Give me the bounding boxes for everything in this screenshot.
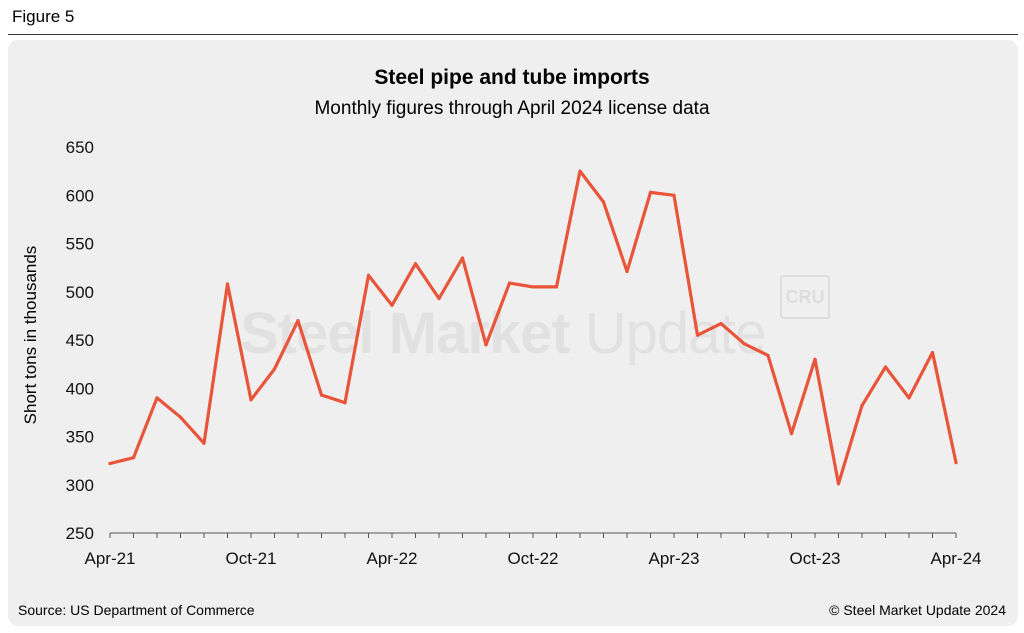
data-point	[695, 333, 700, 337]
data-point	[343, 401, 347, 405]
data-point	[742, 342, 747, 346]
data-point	[225, 282, 230, 286]
figure-label: Figure 5	[12, 7, 75, 26]
data-point	[390, 303, 394, 307]
copyright-note: © Steel Market Update 2024	[829, 602, 1006, 618]
data-point	[907, 396, 911, 400]
data-point	[437, 296, 441, 301]
source-note: Source: US Department of Commerce	[18, 602, 255, 618]
watermark-text-light: Update	[584, 301, 767, 366]
data-point	[672, 193, 676, 197]
data-point	[860, 404, 864, 408]
data-point	[366, 273, 371, 277]
watermark-text-bold: Steel Market	[240, 301, 571, 366]
x-tick-label: Apr-21	[84, 549, 135, 568]
data-point	[648, 190, 653, 194]
y-tick-label: 350	[66, 428, 94, 447]
x-tick-label: Oct-23	[789, 549, 840, 568]
data-point	[507, 281, 512, 285]
y-tick-label: 250	[66, 524, 94, 543]
data-point	[413, 262, 418, 266]
y-tick-label: 300	[66, 476, 94, 495]
data-point	[131, 456, 136, 460]
data-point	[836, 482, 841, 486]
data-point	[249, 398, 253, 402]
watermark-logo: Steel Market Update	[240, 300, 767, 367]
chart-panel	[8, 40, 1018, 626]
data-point	[554, 285, 559, 289]
data-point	[531, 285, 535, 289]
data-point	[108, 461, 112, 466]
data-point	[484, 343, 488, 347]
chart-subtitle: Monthly figures through April 2024 licen…	[314, 98, 710, 119]
data-point	[460, 256, 465, 260]
y-tick-label: 650	[66, 138, 94, 157]
figure-header: Figure 5	[0, 0, 1024, 35]
y-tick-label: 550	[66, 235, 94, 254]
data-point	[883, 365, 888, 369]
header-divider	[8, 34, 1018, 35]
x-tick-label: Apr-24	[930, 549, 981, 568]
chart-title: Steel pipe and tube imports	[374, 66, 650, 89]
data-point	[625, 269, 629, 274]
data-point	[296, 319, 300, 323]
series-line	[108, 169, 958, 486]
data-point	[930, 350, 935, 355]
data-point	[766, 353, 770, 358]
x-tick-label: Oct-21	[225, 549, 276, 568]
y-tick-label: 600	[66, 186, 94, 205]
data-point	[954, 460, 958, 465]
cru-logo: CRU	[780, 275, 830, 319]
x-tick-label: Apr-23	[648, 549, 699, 568]
data-point	[272, 367, 277, 371]
y-tick-label: 500	[66, 283, 94, 302]
data-point	[719, 321, 723, 326]
data-point	[155, 396, 159, 400]
data-point	[202, 441, 206, 445]
x-tick-label: Oct-22	[507, 549, 558, 568]
data-point	[601, 200, 606, 204]
x-tick-label: Apr-22	[366, 549, 417, 568]
data-point	[578, 169, 582, 173]
data-point	[178, 415, 183, 419]
y-tick-label: 400	[66, 379, 94, 398]
data-point	[813, 357, 817, 361]
data-point	[319, 393, 324, 397]
y-tick-label: 450	[66, 331, 94, 350]
data-point	[789, 432, 794, 436]
